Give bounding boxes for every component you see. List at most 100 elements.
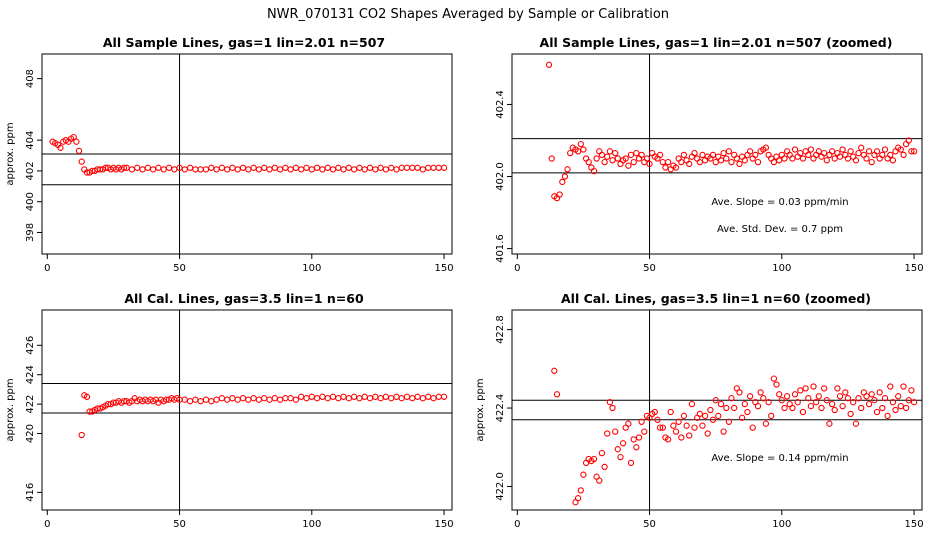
data-point [234, 166, 241, 173]
data-point [382, 166, 390, 173]
data-point [403, 164, 411, 171]
data-point [844, 395, 852, 402]
data-point [797, 149, 804, 157]
data-point [239, 164, 247, 171]
data-point [656, 151, 664, 159]
y-tick-label: 422.4 [495, 394, 506, 423]
data-point [699, 151, 706, 159]
data-point [298, 393, 305, 400]
panel-cal-lines: All Cal. Lines, gas=3.5 lin=1 n=60 0 50 10… [5, 291, 454, 530]
data-point [303, 164, 310, 171]
data-point [181, 396, 188, 403]
y-tick-label: 422 [25, 395, 36, 414]
data-point [778, 151, 785, 159]
data-point [715, 412, 722, 420]
data-point [675, 418, 682, 425]
data-point [656, 424, 664, 431]
data-point [633, 444, 640, 451]
data-point [760, 395, 767, 402]
x-tick-label: 150 [435, 263, 454, 274]
data-point [250, 164, 257, 171]
data-point [688, 153, 696, 160]
data-point [218, 164, 226, 171]
data-point [889, 399, 897, 406]
data-point [834, 149, 841, 157]
data-point [805, 395, 812, 402]
data-point [372, 166, 379, 173]
data-point [213, 166, 220, 173]
data-point [905, 397, 912, 404]
data-point [627, 459, 635, 467]
data-point [181, 166, 188, 173]
x-tick-label: 50 [173, 519, 186, 530]
data-point [834, 385, 841, 392]
data-point [345, 164, 352, 171]
data-point [313, 164, 321, 171]
data-point [823, 397, 830, 404]
data-point [303, 395, 310, 402]
data-point [202, 166, 210, 173]
data-point [897, 402, 904, 410]
data-point [282, 164, 289, 171]
data-point [683, 422, 690, 429]
data-point [852, 157, 860, 164]
data-point [717, 400, 725, 408]
data-point [723, 155, 730, 162]
data-point [604, 153, 611, 160]
data-point [826, 420, 833, 427]
data-point [276, 166, 284, 173]
data-point [229, 395, 236, 402]
data-point [287, 166, 294, 173]
data-point [741, 157, 748, 164]
x-tick-label: 0 [44, 519, 50, 530]
data-point [876, 155, 883, 162]
data-point [160, 166, 167, 173]
data-point [255, 166, 263, 173]
data-point [659, 424, 666, 431]
data-point [186, 398, 194, 405]
data-point [553, 391, 561, 398]
data-point [649, 149, 656, 157]
data-point [664, 158, 672, 166]
data-point [574, 495, 582, 502]
y-tick-label: 420 [25, 424, 36, 443]
data-point [731, 151, 738, 159]
data-point [633, 149, 640, 157]
x-tick-label: 0 [514, 519, 520, 530]
data-point [908, 148, 915, 155]
data-point [868, 391, 875, 398]
data-point [670, 422, 677, 429]
data-point [588, 164, 595, 171]
data-point [820, 385, 828, 392]
data-point [797, 387, 804, 394]
data-point [382, 393, 390, 400]
data-point [900, 151, 907, 159]
data-point [580, 146, 587, 153]
data-point [435, 393, 442, 400]
data-point [598, 449, 606, 457]
data-point [810, 383, 817, 390]
data-point [548, 155, 555, 162]
data-point [388, 164, 395, 171]
data-point [224, 166, 231, 173]
data-point [612, 428, 619, 435]
data-point [725, 148, 733, 155]
y-tick-label: 408 [25, 69, 36, 88]
data-point [208, 398, 215, 405]
data-point [902, 404, 910, 412]
y-tick-label: 404 [25, 131, 36, 150]
data-point [609, 157, 616, 164]
data-point [786, 151, 793, 159]
y-tick-label: 416 [25, 483, 36, 502]
data-point [865, 400, 873, 408]
data-point [409, 395, 416, 402]
data-point [707, 406, 714, 414]
data-point [388, 395, 395, 402]
data-point [617, 160, 624, 168]
data-point [545, 61, 553, 68]
data-point [672, 164, 680, 171]
y-tick-label: 402 [25, 161, 36, 180]
data-point [757, 389, 764, 396]
y-tick-label: 401.6 [495, 234, 506, 263]
data-point [561, 173, 569, 180]
